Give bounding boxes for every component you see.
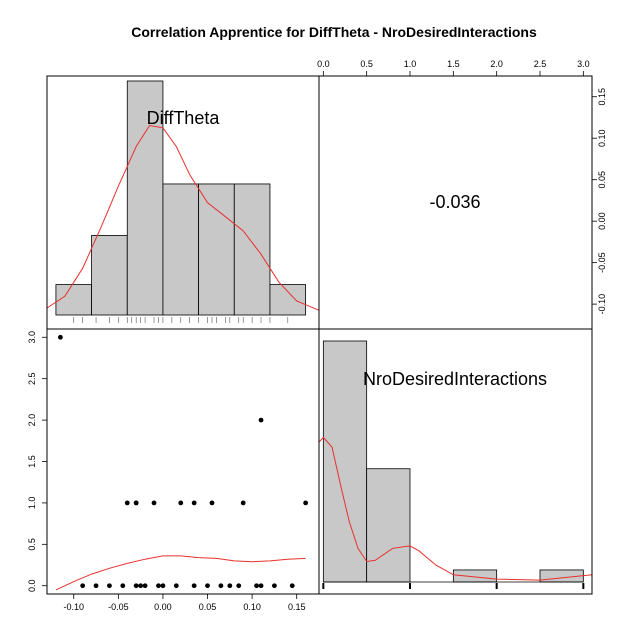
scatter-point: [303, 500, 309, 506]
scatter-point: [173, 583, 179, 589]
nro-tick-label: 2.0: [490, 59, 503, 69]
scatter-y-tick-label: 1.0: [27, 497, 37, 510]
difftheta-tick-label: -0.10: [63, 602, 84, 612]
scatter-point: [218, 583, 224, 589]
difftheta-hist-bar: [269, 284, 307, 316]
difftheta-hist-bar: [55, 284, 92, 316]
scatter-point: [191, 500, 197, 506]
corr-y-tick-label: 0.15: [597, 88, 607, 106]
scatter-point: [254, 583, 259, 589]
scatter-point: [124, 500, 130, 506]
scatter-point: [151, 500, 157, 506]
nro-tick-label: 1.0: [404, 59, 417, 69]
scatter-point: [272, 583, 277, 589]
label-difftheta: DiffTheta: [147, 108, 221, 128]
scatter-point: [205, 583, 210, 589]
scatter-point: [133, 583, 139, 589]
panel-frame: [318, 328, 593, 595]
nro-hist-bar: [452, 569, 498, 583]
scatter-point: [120, 583, 126, 589]
scatter-point: [142, 583, 148, 589]
nro-density-line: [318, 436, 593, 581]
scatter-point: [240, 500, 246, 506]
scatter-point: [156, 583, 161, 589]
scatter-point: [209, 500, 215, 506]
difftheta-hist-bar: [91, 235, 128, 316]
corr-y-tick-label: 0.00: [597, 212, 607, 230]
scatter-y-tick-label: 1.5: [27, 455, 37, 468]
nro-tick-label: 3.0: [577, 59, 590, 69]
corr-y-tick-label: 0.10: [597, 129, 607, 147]
difftheta-tick-label: 0.00: [154, 602, 172, 612]
chart-title: Correlation Apprentice for DiffTheta - N…: [131, 24, 537, 40]
nro-tick-label: 0.0: [317, 59, 330, 69]
scatter-y-tick-label: 2.5: [27, 372, 37, 385]
scatter-point: [227, 583, 233, 589]
scatter-point: [258, 583, 264, 589]
difftheta-density-line: [46, 124, 320, 311]
scatter-point: [57, 334, 63, 340]
difftheta-hist-bar: [126, 80, 164, 316]
difftheta-tick-label: 0.10: [243, 602, 261, 612]
scatter-y-tick-label: 0.5: [27, 538, 37, 551]
nro-hist-bar: [366, 468, 411, 583]
nro-tick-label: 1.5: [447, 59, 460, 69]
scatter-point: [178, 500, 184, 506]
scatter-point: [258, 417, 264, 423]
scatter-y-tick-label: 2.0: [27, 414, 37, 427]
nro-tick-label: 2.5: [534, 59, 547, 69]
scatter-smooth-line: [55, 555, 306, 591]
correlation-value: -0.036: [429, 192, 480, 212]
nro-tick-label: 0.5: [360, 59, 373, 69]
scatter-point: [80, 583, 86, 589]
difftheta-tick-label: -0.05: [108, 602, 129, 612]
corr-y-tick-label: -0.10: [597, 294, 607, 315]
scatter-point: [289, 583, 295, 589]
scatter-point: [138, 583, 144, 589]
corr-y-tick-label: -0.05: [597, 252, 607, 273]
scatter-point: [107, 583, 112, 589]
scatter-point: [93, 583, 99, 589]
difftheta-hist-bar: [198, 183, 235, 316]
scatter-point: [191, 583, 197, 589]
panels: -0.10 -0.05 0.00 0.05 0.10 0.15 0.0 0.5 1.0 1.5 2.…: [27, 59, 607, 612]
label-nrodesiredinteractions: NroDesiredInteractions: [363, 369, 547, 389]
scatter-point: [160, 583, 166, 589]
panel-frame: [46, 328, 320, 595]
scatter-y-tick-label: 3.0: [27, 331, 37, 344]
difftheta-tick-label: 0.15: [288, 602, 306, 612]
difftheta-hist-bar: [233, 183, 271, 316]
difftheta-tick-label: 0.05: [199, 602, 217, 612]
nro-hist-bar: [322, 340, 368, 583]
scatter-y-tick-label: 0.0: [27, 579, 37, 592]
corr-y-tick-label: 0.05: [597, 171, 607, 189]
difftheta-hist-bar: [162, 183, 200, 316]
scatter-point: [133, 500, 139, 506]
scatter-point: [236, 583, 242, 589]
